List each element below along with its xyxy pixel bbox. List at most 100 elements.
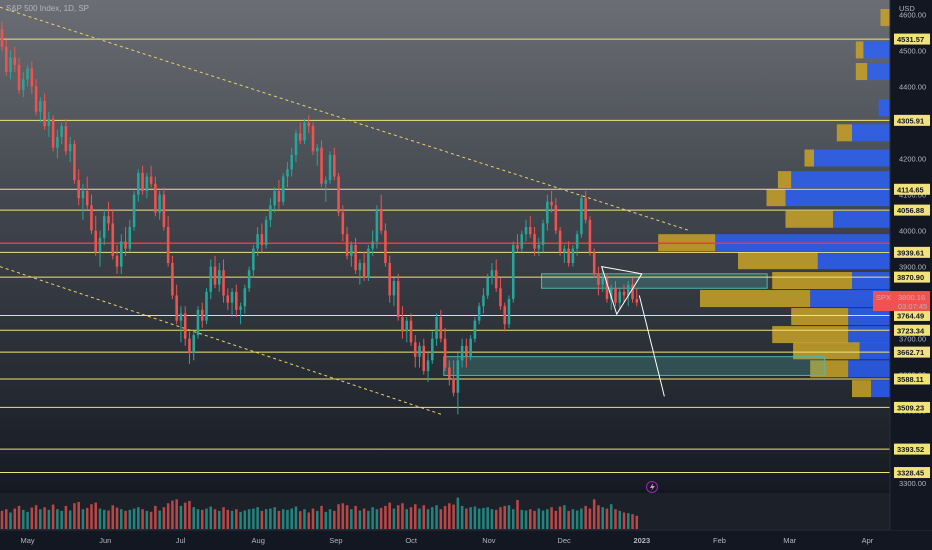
level-label: 4531.57 — [897, 35, 924, 44]
volume-bar — [443, 505, 447, 529]
candle-body — [571, 248, 575, 264]
candle-body — [460, 345, 464, 361]
zone-box — [541, 273, 768, 289]
volume-bar — [107, 510, 110, 529]
volume-bar — [273, 507, 276, 529]
lightning-icon[interactable] — [646, 481, 658, 493]
triangle-pattern — [600, 265, 643, 316]
candle-body — [507, 299, 511, 325]
volume-bar — [490, 509, 494, 529]
volume-bars — [0, 497, 639, 529]
candle-body — [243, 288, 247, 307]
candle-body — [499, 288, 502, 307]
volume-bar — [379, 507, 383, 529]
volume-bar — [166, 503, 170, 529]
candle-body — [217, 270, 221, 285]
volume-bar — [350, 509, 353, 529]
volume-bar — [371, 507, 374, 529]
candle-body — [171, 263, 174, 296]
trendline — [0, 6, 690, 232]
candle-body — [592, 252, 596, 274]
candle-body — [320, 147, 323, 184]
candle-body — [26, 68, 29, 80]
level-label-bg — [894, 183, 930, 195]
candle-body — [563, 248, 566, 253]
volume-bar — [575, 510, 579, 529]
profile-bar-up — [878, 99, 890, 117]
volume-bar — [34, 505, 38, 529]
candle-body — [537, 245, 541, 249]
profile-bar-down — [793, 342, 860, 360]
candle-body — [30, 68, 34, 87]
volume-bar — [68, 510, 72, 529]
projection-line — [638, 295, 665, 397]
volume-bar — [183, 502, 187, 529]
volume-bar — [120, 509, 123, 529]
time-tick-label: Mar — [783, 536, 796, 545]
time-tick-label: May — [20, 536, 34, 545]
candle-body — [81, 190, 85, 199]
candle-body — [154, 183, 157, 213]
price-tick-label: 4600.00 — [899, 10, 926, 19]
profile-bar-up — [833, 210, 890, 228]
volume-bar — [158, 510, 161, 529]
volume-bar — [345, 505, 349, 529]
price-tick-label: 4200.00 — [899, 155, 926, 164]
volume-bar — [396, 505, 400, 529]
candle-body — [452, 378, 455, 393]
candle-body — [273, 190, 276, 206]
candle-body — [431, 338, 434, 361]
profile-bar-up — [785, 189, 890, 207]
candle-body — [158, 194, 161, 213]
profile-bar-down — [880, 9, 890, 27]
candle-body — [614, 288, 617, 303]
volume-bar — [439, 509, 443, 529]
volume-bar — [94, 502, 98, 529]
volume-bar — [115, 507, 119, 529]
volume-bar — [226, 509, 230, 529]
candle-body — [588, 219, 592, 253]
profile-bar-up — [810, 290, 890, 308]
price-tick-label: 3900.00 — [899, 263, 926, 272]
candle-body — [239, 306, 242, 310]
volume-bar — [460, 505, 464, 529]
candle-body — [494, 270, 498, 289]
volume-bar — [533, 510, 536, 529]
level-label: 3662.71 — [897, 348, 924, 357]
volume-bar — [222, 507, 225, 529]
candle-body — [541, 223, 545, 245]
candle-body — [39, 100, 42, 112]
trendlines — [0, 6, 690, 415]
volume-bar — [13, 508, 17, 529]
candle-body — [618, 291, 622, 303]
price-axis[interactable] — [890, 0, 932, 530]
candle-body — [120, 241, 123, 267]
candle-body — [226, 295, 230, 303]
time-tick-label: Oct — [405, 536, 418, 545]
volume-bar — [524, 510, 528, 529]
candle-body — [56, 136, 59, 148]
candle-body — [367, 248, 370, 278]
volume-bar — [563, 505, 566, 529]
volume-bar — [367, 510, 370, 529]
volume-bar — [452, 504, 455, 529]
candle-body — [575, 234, 579, 249]
volume-bar — [482, 507, 485, 529]
volume-bar — [256, 507, 259, 529]
event-marker[interactable] — [646, 481, 658, 493]
profile-bar-down — [766, 189, 786, 207]
volume-bar — [529, 509, 532, 529]
volume-bar — [77, 501, 80, 529]
volume-bar — [550, 507, 553, 529]
candle-body — [4, 46, 8, 73]
volume-bar — [39, 509, 42, 529]
volume-bar — [469, 507, 472, 529]
candle-body — [520, 234, 524, 249]
candle-body — [388, 263, 391, 296]
volume-bar — [111, 505, 115, 529]
candle-body — [422, 345, 426, 372]
volume-bar — [473, 506, 477, 529]
volume-bar — [571, 509, 575, 529]
